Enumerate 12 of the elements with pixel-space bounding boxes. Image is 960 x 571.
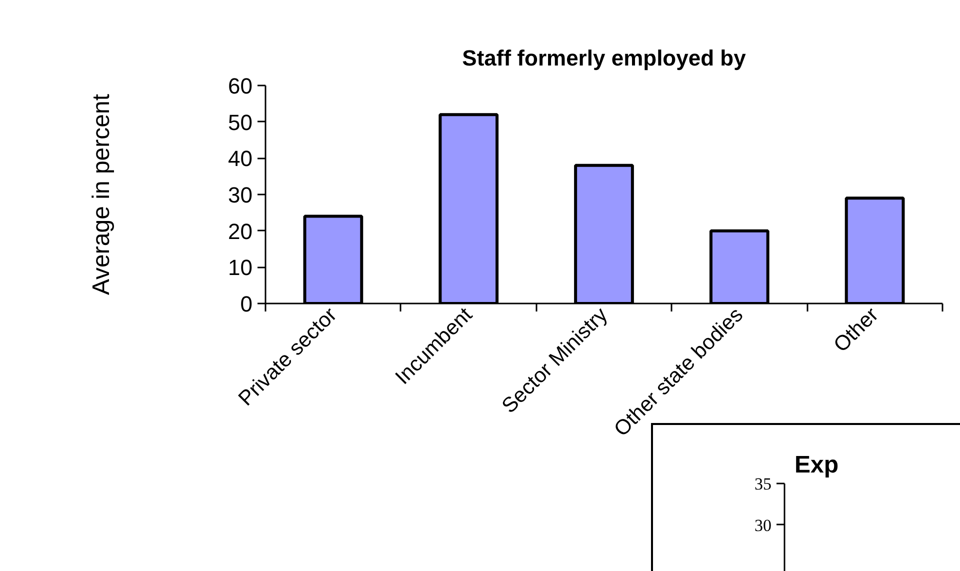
text: 30 <box>754 516 772 535</box>
y-tick-label: 0 <box>240 292 253 316</box>
y-tick-label: 50 <box>228 110 253 135</box>
y-axis-title: Average in percent <box>88 94 116 296</box>
y-tick-label: 60 <box>228 74 253 98</box>
y-tick-label: 20 <box>228 218 253 244</box>
text: Exp <box>794 452 839 478</box>
y-tick-label: 10 <box>228 255 253 280</box>
y-tick-label: 40 <box>228 146 253 172</box>
y-tick-label: 30 <box>228 182 253 208</box>
chart-title: Staff formerly employed by <box>462 46 747 70</box>
text: 35 <box>754 474 772 494</box>
